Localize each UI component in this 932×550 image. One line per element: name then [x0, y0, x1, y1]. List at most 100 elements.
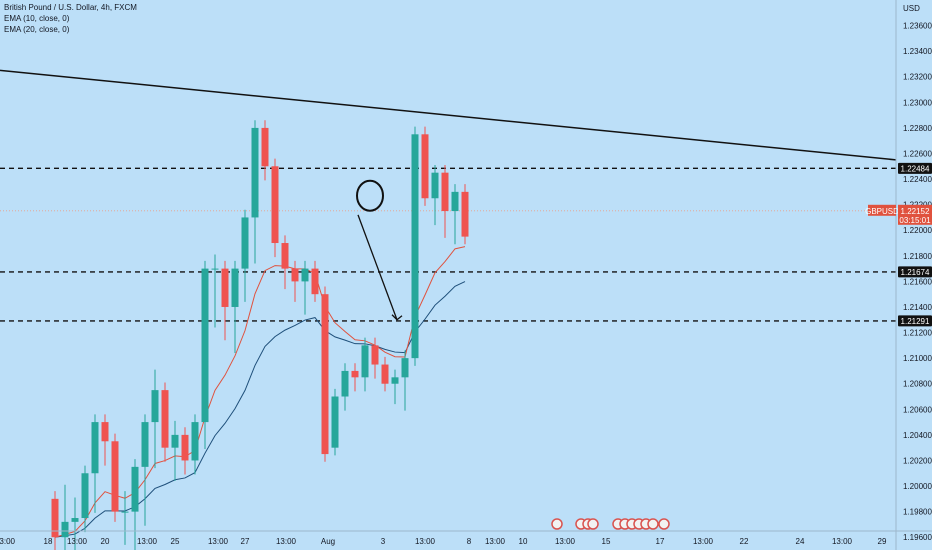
time-tick-label: 13:00 — [415, 537, 436, 546]
candle-body[interactable] — [261, 127, 269, 167]
candle-body[interactable] — [201, 268, 209, 423]
candle-body[interactable] — [101, 422, 109, 442]
price-tick-label: 1.20600 — [903, 405, 932, 414]
ema-20-line — [54, 281, 466, 538]
ema-20-series — [54, 281, 466, 538]
event-flag-icon[interactable] — [658, 518, 670, 530]
time-tick-label: 13:00 — [832, 537, 853, 546]
level-price-tag: 1.21291 — [901, 317, 930, 326]
time-tick-label: 24 — [796, 537, 805, 546]
symbol-title: British Pound / U.S. Dollar, 4h, FXCM — [4, 3, 137, 12]
candle-body[interactable] — [431, 172, 439, 199]
ema-20-legend: EMA (20, close, 0) — [4, 25, 70, 34]
level-price-tag: 1.21674 — [901, 268, 930, 277]
price-tick-label: 1.22400 — [903, 175, 932, 184]
price-tick-label: 1.23400 — [903, 47, 932, 56]
time-tick-label: 13:00 — [485, 537, 506, 546]
price-tick-label: 1.21600 — [903, 277, 932, 286]
candle-body[interactable] — [151, 390, 159, 423]
candle-body[interactable] — [371, 345, 379, 365]
time-tick-label: 13:00 — [137, 537, 158, 546]
candle-body[interactable] — [271, 166, 279, 244]
trendline[interactable] — [0, 69, 897, 161]
candle-body[interactable] — [161, 390, 169, 448]
time-tick-label: 17 — [656, 537, 665, 546]
price-tick-label: 1.19800 — [903, 508, 932, 517]
candle-body[interactable] — [391, 377, 399, 384]
candle-body[interactable] — [421, 134, 429, 199]
candle-body[interactable] — [171, 434, 179, 448]
symbol-tag-bg — [868, 204, 896, 216]
candle-body[interactable] — [351, 370, 359, 378]
candle-body[interactable] — [241, 217, 249, 269]
time-tick-label: 10 — [519, 537, 528, 546]
candle-body[interactable] — [71, 518, 79, 522]
time-tick-label: 8 — [467, 537, 472, 546]
currency-label: USD — [903, 4, 920, 13]
candle-body[interactable] — [281, 243, 289, 269]
countdown-tag: 03:15:01 — [899, 216, 931, 225]
candle-body[interactable] — [461, 191, 469, 237]
candle-body[interactable] — [221, 268, 229, 307]
event-flag-icon[interactable] — [587, 518, 599, 530]
candle-body[interactable] — [361, 345, 369, 378]
candle-body[interactable] — [191, 422, 199, 461]
price-tick-label: 1.23600 — [903, 22, 932, 31]
candle-body[interactable] — [401, 358, 409, 378]
price-tick-label: 1.20000 — [903, 482, 932, 491]
projection-arrow[interactable] — [357, 214, 398, 320]
event-markers — [551, 518, 670, 530]
time-tick-label: 25 — [171, 537, 180, 546]
candle-body[interactable] — [321, 294, 329, 455]
event-flag-icon[interactable] — [551, 518, 563, 530]
time-tick-label: 13:00 — [67, 537, 88, 546]
symbol-tag: GBPUSD — [865, 207, 899, 216]
time-axis: 13:00 18 13:00 20 13:00 25 13:00 27 13:00 Aug 3 13:… — [0, 537, 887, 546]
candle-body[interactable] — [131, 466, 139, 512]
price-tick-label: 1.19600 — [903, 533, 932, 542]
candle-body[interactable] — [441, 172, 449, 212]
candle-body[interactable] — [61, 521, 69, 538]
candle-body[interactable] — [251, 127, 259, 218]
drawings — [0, 69, 897, 321]
candle-body[interactable] — [381, 364, 389, 384]
time-tick-label: 29 — [878, 537, 887, 546]
price-tick-label: 1.23200 — [903, 73, 932, 82]
price-tags: 1.22484 1.21674 1.21291 GBPUSD 1.2215203:15:… — [865, 162, 932, 327]
time-tick-label: 13:00 — [208, 537, 229, 546]
candle-body[interactable] — [181, 434, 189, 461]
price-tick-label: 1.21000 — [903, 354, 932, 363]
level-price-tag-bg — [898, 266, 932, 278]
candle-body[interactable] — [91, 422, 99, 474]
price-tick-label: 1.20800 — [903, 380, 932, 389]
candle-body[interactable] — [331, 396, 339, 448]
candle-body[interactable] — [411, 134, 419, 359]
time-tick-label: 13:00 — [693, 537, 714, 546]
candle-body[interactable] — [231, 268, 239, 307]
candle-body[interactable] — [291, 268, 299, 282]
candle-body[interactable] — [81, 473, 89, 519]
level-price-tag-bg — [898, 162, 932, 174]
price-axis: USD 1.23600 1.23400 1.23200 1.23000 1.22800 1.… — [903, 4, 932, 542]
price-tick-label: 1.22000 — [903, 226, 932, 235]
candle-body[interactable] — [121, 511, 129, 513]
candle-body[interactable] — [311, 268, 319, 295]
candle-body[interactable] — [141, 422, 149, 467]
time-tick-label: 18 — [44, 537, 53, 546]
highlight-ellipse[interactable] — [356, 179, 384, 212]
candle-body[interactable] — [51, 498, 59, 538]
price-tag-bg — [898, 204, 932, 225]
price-tick-label: 1.20400 — [903, 431, 932, 440]
candle-body[interactable] — [111, 441, 119, 512]
event-flag-icon[interactable] — [647, 518, 659, 530]
price-tick-label: 1.20200 — [903, 456, 932, 465]
level-price-tag: 1.22484 — [901, 164, 930, 173]
candle-body[interactable] — [301, 268, 309, 282]
time-tick-label: Aug — [321, 537, 335, 546]
candle-body[interactable] — [341, 370, 349, 397]
price-tick-label: 1.21400 — [903, 303, 932, 312]
candle-body[interactable] — [211, 268, 219, 270]
candle-body[interactable] — [451, 191, 459, 212]
